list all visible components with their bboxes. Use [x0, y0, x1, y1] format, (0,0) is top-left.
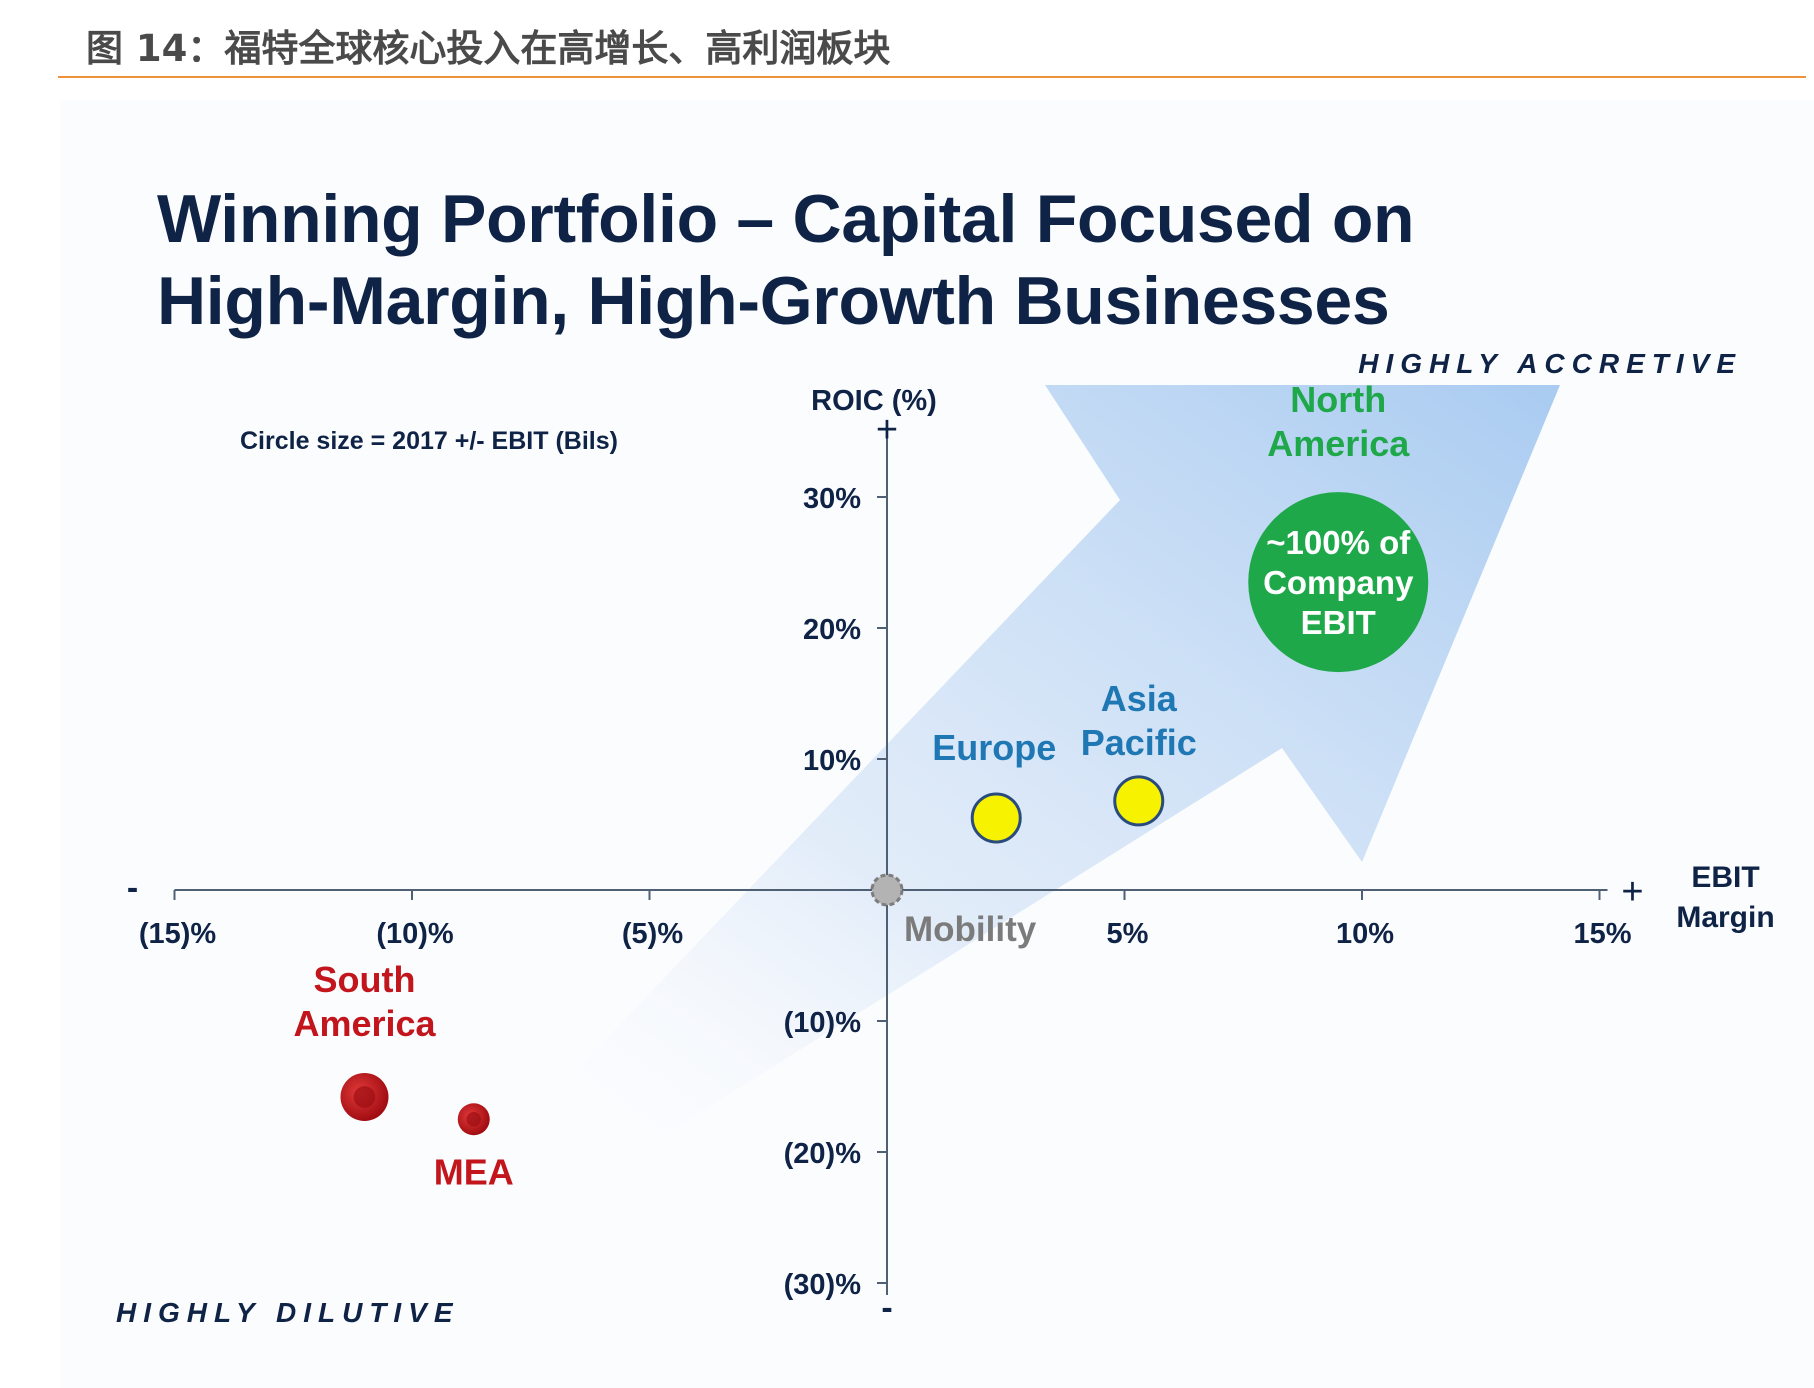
label-north-america: North: [1290, 379, 1386, 420]
x-tick-label: (10)%: [376, 918, 454, 950]
circle-size-note: Circle size = 2017 +/- EBIT (Bils): [240, 427, 618, 455]
bubble-text-line: ~100% of: [1266, 524, 1411, 561]
point-asia-pacific: [1113, 775, 1165, 827]
origin-marker: [870, 873, 904, 907]
y-tick-label: 20%: [803, 614, 861, 646]
bubble-text-line: Company: [1263, 564, 1414, 601]
y-tick-label: 10%: [803, 745, 861, 777]
y-axis-plus-sign: +: [876, 409, 898, 451]
slide-title: Winning Portfolio – Capital Focused on H…: [157, 178, 1415, 342]
bubble-text-line: EBIT: [1301, 604, 1376, 641]
y-tick-label: (20)%: [784, 1138, 862, 1170]
highly-accretive-label: HIGHLY ACCRETIVE: [1358, 348, 1742, 379]
y-axis-title: ROIC (%): [811, 385, 937, 417]
x-axis-plus-sign: +: [1621, 871, 1643, 913]
figure-caption: 图 14：福特全球核心投入在高增长、高利润板块: [86, 27, 891, 70]
point-south-america-core: [353, 1086, 376, 1108]
x-tick-label: 5%: [1107, 918, 1149, 950]
label-north-america: America: [1267, 423, 1410, 464]
x-tick-label: 10%: [1336, 918, 1394, 950]
label-asia-pacific: Asia: [1101, 678, 1178, 719]
highly-dilutive-label: HIGHLY DILUTIVE: [116, 1297, 460, 1328]
x-tick-label: 15%: [1573, 918, 1631, 950]
mobility-label: Mobility: [904, 910, 1037, 949]
label-south-america: South: [314, 959, 416, 1000]
x-axis-title-line-1: EBIT: [1691, 861, 1759, 894]
slide-title-line-1: Winning Portfolio – Capital Focused on: [157, 181, 1415, 257]
label-south-america: America: [293, 1003, 436, 1044]
y-tick-label: (10)%: [784, 1007, 862, 1039]
label-asia-pacific: Pacific: [1081, 722, 1197, 763]
x-tick-label: (5)%: [622, 918, 683, 950]
point-mea-core: [466, 1112, 481, 1127]
y-tick-label: (30)%: [784, 1269, 862, 1301]
point-europe: [970, 792, 1022, 844]
y-axis-minus-sign: -: [881, 1289, 892, 1327]
x-axis-title-line-2: Margin: [1676, 901, 1774, 934]
label-europe: Europe: [932, 727, 1056, 768]
slide-title-line-2: High-Margin, High-Growth Businesses: [157, 263, 1390, 339]
x-tick-label: (15)%: [139, 918, 217, 950]
chart-axes: (15)% (10)% (5)% 5% 10% 15% 30% 20% 10% (10)% (20)…: [116, 348, 1775, 1328]
caption-divider: [58, 76, 1806, 78]
x-axis-minus-sign: -: [127, 869, 138, 907]
chart-marks: ~100% ofCompanyEBITNorthAmericaEuropeAsi…: [293, 379, 1429, 1192]
y-tick-label: 30%: [803, 483, 861, 515]
point-north-america: [1248, 492, 1429, 673]
label-mea: MEA: [434, 1151, 514, 1192]
